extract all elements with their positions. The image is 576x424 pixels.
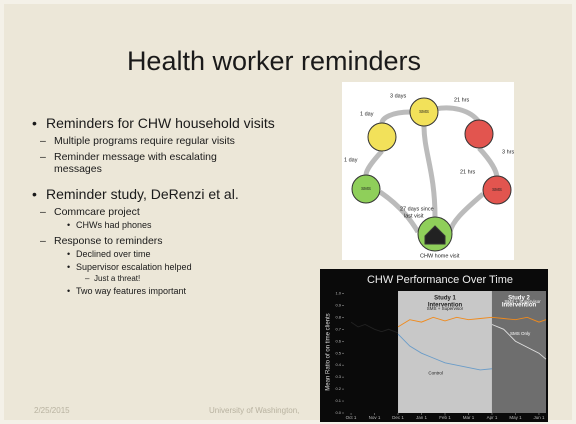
diagram: 3 days 21 hrs 1 day 3 hrs 21 hrs 1 day 27 days… <box>342 82 514 260</box>
footer-date: 2/25/2015 <box>34 406 70 415</box>
bullet-level-0: Reminder study, DeRenzi et al. <box>32 187 276 202</box>
y-axis-label: Mean Ratio of on time clients <box>326 313 332 390</box>
y-tick-label: 0.1 <box>335 398 341 403</box>
y-tick-label: 0.3 <box>335 374 341 379</box>
bullet-level-0: Reminders for CHW household visits <box>32 116 276 131</box>
y-tick-label: 0.7 <box>335 326 341 331</box>
diagram-label: 21 hrs <box>454 97 470 103</box>
series-annotation: SMS Only <box>510 331 531 336</box>
diagram-icon-label: SMS <box>361 186 371 191</box>
bullet-list: Reminders for CHW household visits Multip… <box>32 112 302 297</box>
slide-title: Health worker reminders <box>84 46 464 77</box>
y-tick-label: 0.2 <box>335 386 341 391</box>
series-annotation: Control <box>428 371 443 376</box>
series-annotation: SMS + Supervisor <box>427 306 464 311</box>
diagram-label: 3 days <box>390 93 406 99</box>
diagram-label: 21 hrs <box>460 169 476 175</box>
x-tick-label: Apr 1 <box>487 415 498 420</box>
y-tick-label: 1.0 <box>335 290 341 295</box>
bullet-level-1: Reminder message with escalating message… <box>32 151 244 175</box>
bullet-level-3: Just a threat! <box>32 274 302 284</box>
diagram-icon-label: SMS <box>419 109 429 114</box>
bullet-level-1: Response to reminders <box>32 235 244 247</box>
diagram-label: 3 hrs <box>502 149 514 155</box>
bullet-level-1: Commcare project <box>32 206 244 218</box>
chart: CHW Performance Over Time Mean Ratio of o… <box>320 269 548 422</box>
slide: Health worker reminders Reminders for CH… <box>0 0 576 424</box>
bullet-level-2: Supervisor escalation helped <box>32 262 302 273</box>
intervention-region <box>492 291 546 413</box>
diagram-label: 1 day <box>344 157 358 163</box>
footer-org: University of Washington, <box>209 406 299 415</box>
x-tick-label: May 1 <box>509 415 522 420</box>
bullet-level-2: Declined over time <box>32 249 302 260</box>
x-tick-label: Oct 1 <box>346 415 357 420</box>
x-tick-label: Jan 1 <box>416 415 428 420</box>
y-tick-label: 0.4 <box>335 362 341 367</box>
y-tick-label: 0.5 <box>335 350 341 355</box>
bullet-level-2: CHWs had phones <box>32 220 302 231</box>
diagram-label: 27 days since <box>400 206 434 212</box>
bullet-level-1: Multiple programs require regular visits <box>32 135 244 147</box>
y-tick-label: 0.0 <box>335 410 341 415</box>
x-tick-label: Mar 1 <box>463 415 475 420</box>
diagram-label: last visit <box>404 213 424 219</box>
diagram-icon-label: SMS <box>492 187 502 192</box>
x-tick-label: Jun 1 <box>533 415 545 420</box>
y-tick-label: 0.9 <box>335 302 341 307</box>
x-tick-label: Feb 1 <box>439 415 451 420</box>
y-tick-label: 0.6 <box>335 338 341 343</box>
diagram-label: 1 day <box>360 111 374 117</box>
series-annotation: SMS + Supervisor <box>504 299 541 304</box>
y-tick-label: 0.8 <box>335 314 341 319</box>
x-tick-label: Nov 1 <box>369 415 381 420</box>
region-label: Study 1 <box>434 296 456 302</box>
bullet-level-2: Two way features important <box>32 286 302 297</box>
x-tick-label: Dec 1 <box>392 415 404 420</box>
chart-title: CHW Performance Over Time <box>367 274 513 286</box>
diagram-label: CHW home visit <box>420 253 460 259</box>
